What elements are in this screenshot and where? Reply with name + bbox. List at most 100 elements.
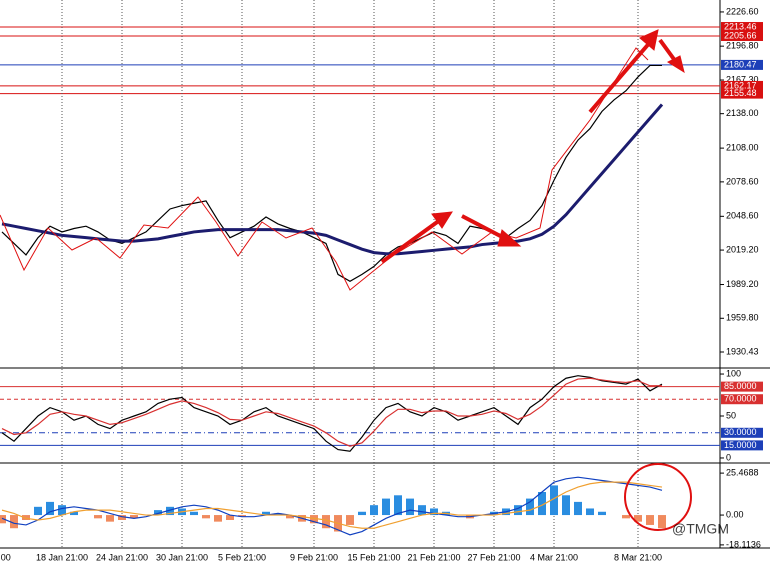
histogram-bar xyxy=(118,515,126,520)
x-tick-label: 21 Feb 21:00 xyxy=(407,552,460,562)
highlight-circle xyxy=(624,463,692,531)
histogram-bar xyxy=(370,505,378,516)
histogram-bar xyxy=(418,505,426,516)
histogram-bar xyxy=(358,511,366,516)
histogram-bar xyxy=(562,495,570,516)
histogram-bar xyxy=(226,515,234,520)
histogram-bar xyxy=(10,515,18,529)
level-label-box xyxy=(721,30,763,41)
histogram-bar xyxy=(238,515,246,517)
histogram-bar xyxy=(166,506,174,516)
level-label-box xyxy=(721,427,763,438)
level-label-box xyxy=(721,440,763,451)
histogram-bar xyxy=(538,492,546,516)
histogram-bar xyxy=(322,515,330,529)
y-tick-label: 2078.60 xyxy=(726,176,759,186)
x-tick-label: 18 Jan 21:00 xyxy=(36,552,88,562)
level-label-box xyxy=(721,22,763,33)
y-tick-label: 25.4688 xyxy=(726,467,759,477)
histogram-bar xyxy=(394,495,402,516)
x-tick-label: 1:00 xyxy=(0,552,11,562)
marks: 1:00 18 Jan 21:00 24 Jan 21:00 30 Jan 21:00… xyxy=(0,64,666,562)
y-tick-label: 2108.00 xyxy=(726,142,759,152)
histogram-bar xyxy=(406,498,414,516)
level-label: 2180.47 xyxy=(724,59,757,69)
y-tick-label: 2138.00 xyxy=(726,108,759,118)
y-tick-label: 0.00 xyxy=(726,509,744,519)
histogram-bar xyxy=(154,510,162,516)
x-tick-label: 9 Feb 21:00 xyxy=(290,552,338,562)
series-line xyxy=(1,375,663,452)
y-tick-label: 50 xyxy=(726,410,736,420)
x-tick-label: 27 Feb 21:00 xyxy=(467,552,520,562)
y-tick-label: 2048.60 xyxy=(726,211,759,221)
histogram-bar xyxy=(286,515,294,519)
histogram-bar xyxy=(262,511,270,516)
histogram-bar xyxy=(106,515,114,522)
x-tick-label: 15 Feb 21:00 xyxy=(347,552,400,562)
histogram-bar xyxy=(94,515,102,519)
histogram-bar xyxy=(346,515,354,525)
level-label: 70.0000 xyxy=(724,394,757,404)
x-tick-label: 5 Feb 21:00 xyxy=(218,552,266,562)
histogram-bar xyxy=(274,513,282,516)
y-tick-label: 2196.80 xyxy=(726,41,759,51)
histogram-bar xyxy=(550,485,558,516)
histogram-bar xyxy=(34,506,42,516)
histogram-bar xyxy=(514,505,522,516)
histogram-bar xyxy=(526,498,534,516)
watermark: @TMGM xyxy=(672,521,729,537)
series-line xyxy=(1,377,662,447)
histogram-bar xyxy=(658,515,666,529)
histogram-bar xyxy=(202,515,210,519)
y-tick-label: 2019.20 xyxy=(726,244,759,254)
level-label-box xyxy=(721,88,763,99)
histogram-bar xyxy=(46,501,54,516)
histogram-bar xyxy=(430,508,438,516)
level-label: 15.0000 xyxy=(724,440,757,450)
histogram-bar xyxy=(634,515,642,522)
level-label: 2213.46 xyxy=(724,21,757,31)
level-label: 2162.17 xyxy=(724,80,757,90)
y-tick-label: 1989.20 xyxy=(726,279,759,289)
x-tick-label: 4 Mar 21:00 xyxy=(530,552,578,562)
zigzag-annotations xyxy=(0,47,649,291)
histogram-bar xyxy=(22,515,30,520)
y-tick-label: 2226.60 xyxy=(726,6,759,16)
series-line xyxy=(1,476,663,536)
x-tick-label: 8 Mar 21:00 xyxy=(614,552,662,562)
level-label: 2205.66 xyxy=(724,30,757,40)
series-line xyxy=(1,481,663,529)
y-tick-label: 2167.30 xyxy=(726,74,759,84)
y-tick-label: 1959.80 xyxy=(726,313,759,323)
y-tick-label: 1930.43 xyxy=(726,346,759,356)
level-label-box xyxy=(721,394,763,405)
histogram-bar xyxy=(586,508,594,516)
level-label-box xyxy=(721,381,763,392)
histogram-bar xyxy=(622,515,630,519)
histogram-bar xyxy=(598,511,606,516)
x-tick-label: 30 Jan 21:00 xyxy=(156,552,208,562)
x-tick-label: 24 Jan 21:00 xyxy=(96,552,148,562)
histogram-bar xyxy=(70,511,78,516)
histogram-bar xyxy=(382,498,390,516)
grid: 2226.60 2196.80 2167.30 2138.00 2108.00 2078.… xyxy=(0,0,763,549)
y-tick-label: 100 xyxy=(726,368,741,378)
y-tick-label: -18.1136 xyxy=(726,539,761,549)
histogram-bar xyxy=(58,505,66,516)
histogram-bar xyxy=(214,515,222,522)
level-label: 2155.48 xyxy=(724,88,757,98)
level-label: 85.0000 xyxy=(724,381,757,391)
trend-arrows xyxy=(380,29,685,264)
histogram-bar xyxy=(190,511,198,516)
series-line xyxy=(1,103,664,256)
histogram-bar xyxy=(574,501,582,516)
y-tick-label: 0 xyxy=(726,452,731,462)
histogram-bar xyxy=(130,515,138,519)
level-label-box xyxy=(721,80,763,91)
histogram-bar xyxy=(646,515,654,525)
level-label-box xyxy=(721,59,763,70)
histogram-bar xyxy=(310,515,318,524)
